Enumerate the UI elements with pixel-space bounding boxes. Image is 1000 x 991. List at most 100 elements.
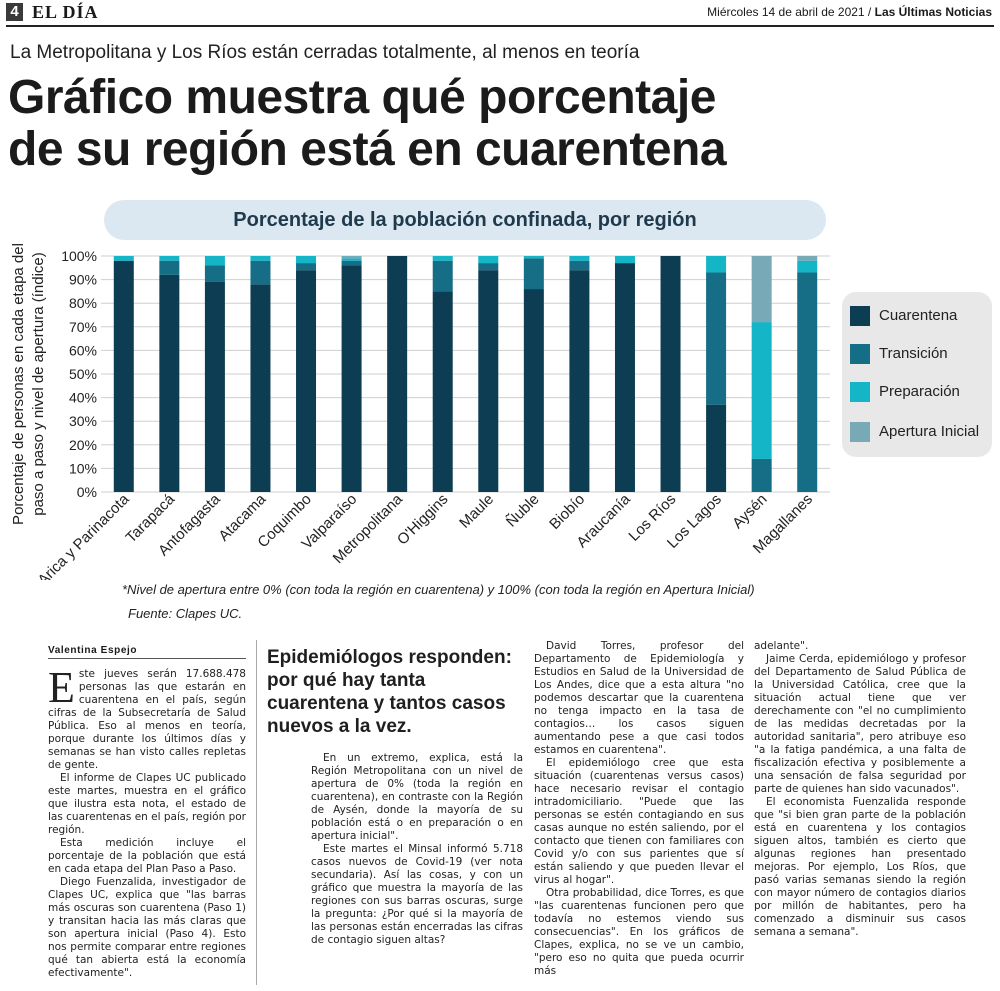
bar-segment [341,258,362,261]
masthead-rule [6,25,994,27]
chart-legend: Cuarentena Transición Preparación Apertu… [842,292,992,457]
bar-segment [523,289,544,492]
x-tick-label: Ñuble [503,491,543,531]
x-tick-label: Biobío [546,491,588,533]
bar-segment [478,263,499,271]
chart-note: *Nivel de apertura entre 0% (con toda la… [122,582,755,597]
bar-segment [569,270,590,492]
article-paragraph: David Torres, profesor del Departamento … [534,640,744,756]
bar-segment [113,260,134,492]
bar-segment [523,258,544,290]
dateline: Miércoles 14 de abril de 2021 / Las Últi… [707,5,992,19]
legend-label: Cuarentena [879,307,958,324]
bar-segment [797,272,818,492]
bar-segment [159,256,180,261]
bar-segment [432,260,453,292]
y-tick-label: 20% [69,437,97,453]
bar-segment [250,284,271,492]
bar-segment [341,260,362,266]
bar-segment [432,291,453,492]
y-tick-label: 80% [69,295,97,311]
bar-segment [660,256,681,492]
legend-label: Transición [879,345,948,362]
headline-line-1: Gráfico muestra qué porcentaje [8,71,716,124]
kicker: La Metropolitana y Los Ríos están cerrad… [10,42,640,63]
article-paragraph: Este martes el Minsal informó 5.718 caso… [311,843,523,946]
section-name: EL DÍA [32,2,99,22]
y-tick-label: 70% [69,319,97,335]
y-tick-label: 0% [77,484,97,500]
legend-swatch [850,344,870,364]
bar-segment [478,270,499,492]
y-tick-label: 40% [69,390,97,406]
article-column-4: adelante". Jaime Cerda, epidemiólogo y p… [754,640,966,939]
legend-swatch [850,382,870,402]
paper-name: Las Últimas Noticias [874,5,992,19]
masthead: 4 EL DÍA Miércoles 14 de abril de 2021 /… [0,0,1000,24]
bar-segment [569,260,590,271]
y-tick-label: 50% [69,366,97,382]
byline: Valentina Espejo [48,645,246,659]
issue-date: Miércoles 14 de abril de 2021 / [707,5,872,19]
bar-segment [706,272,727,405]
article-subhead: Epidemiólogos responden: por qué hay tan… [267,647,512,737]
bar-segment [250,260,271,285]
bar-segment [296,256,317,264]
bar-segment [751,458,772,492]
bar-segment [204,256,225,266]
bar-segment [341,265,362,492]
article-paragraph: El epidemiólogo cree que esta situación … [534,757,744,886]
bar-segment [296,263,317,271]
bar-segment [614,263,635,492]
bar-segment [159,274,180,492]
bar-segment [159,260,180,275]
bar-segment [432,256,453,261]
bar-segment [478,256,499,264]
article-paragraph: Otra probabilidad, dice Torres, es que "… [534,887,744,977]
stacked-bar-chart: 0% 10% 20% 30% 40% 50% 60% 70% 80% 90% 100% Porcent… [10,244,830,580]
y-tick-label: 30% [69,413,97,429]
bar-segment [614,256,635,264]
chart-title: Porcentaje de la población confinada, po… [104,200,826,240]
legend-label: Apertura Inicial [879,423,980,440]
bar-segment [204,281,225,492]
bar-segment [706,256,727,273]
y-tick-label: 60% [69,342,97,358]
column-divider [256,640,257,985]
article-paragraph: Diego Fuenzalida, investigador de Clapes… [48,876,246,979]
x-tick-label: Aysén [729,491,770,532]
legend-swatch [850,422,870,442]
bar-segment [341,256,362,259]
legend-swatch [850,306,870,326]
y-tick-label: 100% [61,248,97,264]
article-column-2: En un extremo, explica, está la Región M… [311,752,523,947]
headline-line-2: de su región está en cuarentena [8,123,727,176]
article-paragraph: adelante". [754,640,809,652]
legend-label: Preparación [879,383,960,400]
article-paragraph: Jaime Cerda, epidemiólogo y profesor del… [754,653,966,795]
bar-segment [387,256,408,492]
x-tick-label: Arica y Parinacota [35,490,134,580]
bar-segment [523,256,544,259]
bar-segment [113,256,134,261]
bar-segment [797,256,818,261]
bar-segment [706,404,727,492]
chart-source: Fuente: Clapes UC. [128,606,243,621]
bar-segment [751,322,772,459]
bar-segment [751,256,772,323]
x-tick-label: Maule [456,491,497,532]
y-axis-label-line-2: paso a paso y nivel de apertura (índice) [30,252,47,516]
paragraph-text: ste jueves serán 17.688.478 personas las… [48,668,246,771]
article-paragraph: Esta medición incluye el porcentaje de l… [48,837,246,875]
bar-segment [569,256,590,261]
y-tick-label: 90% [69,272,97,288]
article-paragraph: El informe de Clapes UC publicado este m… [48,772,246,836]
bar-segment [204,265,225,282]
y-axis-label-line-1: Porcentaje de personas en cada etapa del [10,244,27,525]
drop-cap: E [48,663,75,712]
headline: Gráfico muestra qué porcentaje de su reg… [8,72,998,176]
bar-segment [296,270,317,492]
article-column-3: David Torres, profesor del Departamento … [534,640,744,978]
